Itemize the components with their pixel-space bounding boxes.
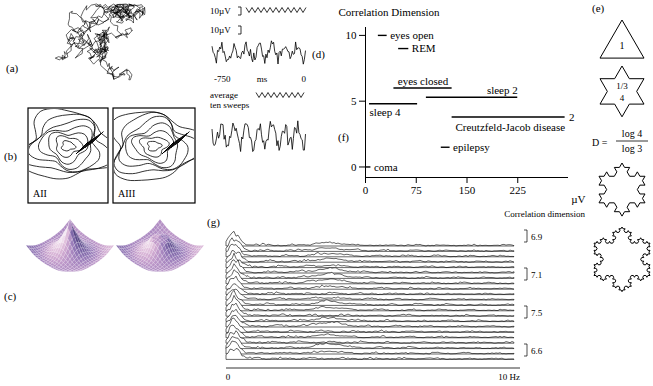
svg-text:1/3: 1/3 — [616, 81, 628, 91]
svg-text:epilepsy: epilepsy — [453, 141, 490, 153]
svg-text:(g): (g) — [207, 216, 220, 229]
svg-text:Creutzfeld-Jacob disease: Creutzfeld-Jacob disease — [455, 120, 565, 132]
svg-text:coma: coma — [374, 160, 398, 172]
svg-text:6.9: 6.9 — [531, 232, 543, 242]
svg-text:Correlation Dimension: Correlation Dimension — [339, 6, 441, 18]
svg-text:(e): (e) — [592, 2, 605, 15]
svg-text:1: 1 — [620, 40, 625, 51]
svg-text:log 3: log 3 — [622, 143, 642, 154]
svg-text:(f): (f) — [338, 131, 349, 144]
svg-text:REM: REM — [412, 42, 436, 54]
svg-text:0: 0 — [226, 372, 231, 382]
svg-text:7.1: 7.1 — [531, 270, 542, 280]
svg-text:(d): (d) — [312, 48, 325, 61]
svg-text:eyes closed: eyes closed — [398, 75, 449, 87]
svg-text:µV: µV — [571, 193, 585, 205]
svg-text:log 4: log 4 — [622, 128, 642, 139]
svg-text:sleep 4: sleep 4 — [370, 106, 401, 118]
svg-text:225: 225 — [510, 184, 527, 196]
svg-text:(a): (a) — [6, 62, 19, 75]
svg-text:AII: AII — [33, 188, 47, 199]
svg-text:10 Hz: 10 Hz — [498, 372, 520, 382]
svg-text:2: 2 — [569, 110, 575, 122]
svg-text:ms: ms — [257, 74, 268, 84]
svg-text:(b): (b) — [4, 150, 17, 163]
svg-text:0: 0 — [302, 74, 307, 84]
svg-text:eyes open: eyes open — [390, 29, 434, 41]
svg-text:ten sweeps: ten sweeps — [210, 100, 250, 110]
svg-text:7.5: 7.5 — [531, 308, 543, 318]
svg-text:sleep 2: sleep 2 — [487, 84, 518, 96]
svg-text:average: average — [210, 90, 238, 100]
svg-text:6.6: 6.6 — [531, 346, 543, 356]
svg-text:(c): (c) — [4, 290, 17, 303]
svg-text:D =: D = — [592, 137, 608, 148]
svg-text:5: 5 — [351, 95, 357, 107]
svg-text:150: 150 — [459, 184, 476, 196]
svg-text:10µV: 10µV — [210, 25, 231, 35]
svg-text:4: 4 — [620, 93, 625, 103]
svg-text:Correlation dimension: Correlation dimension — [504, 209, 585, 219]
svg-text:-750: -750 — [214, 74, 231, 84]
svg-text:10: 10 — [346, 29, 358, 41]
svg-text:AIII: AIII — [118, 188, 135, 199]
svg-text:10µV: 10µV — [210, 6, 231, 16]
svg-text:0: 0 — [363, 184, 369, 196]
svg-text:0: 0 — [351, 160, 357, 172]
svg-text:75: 75 — [411, 184, 423, 196]
